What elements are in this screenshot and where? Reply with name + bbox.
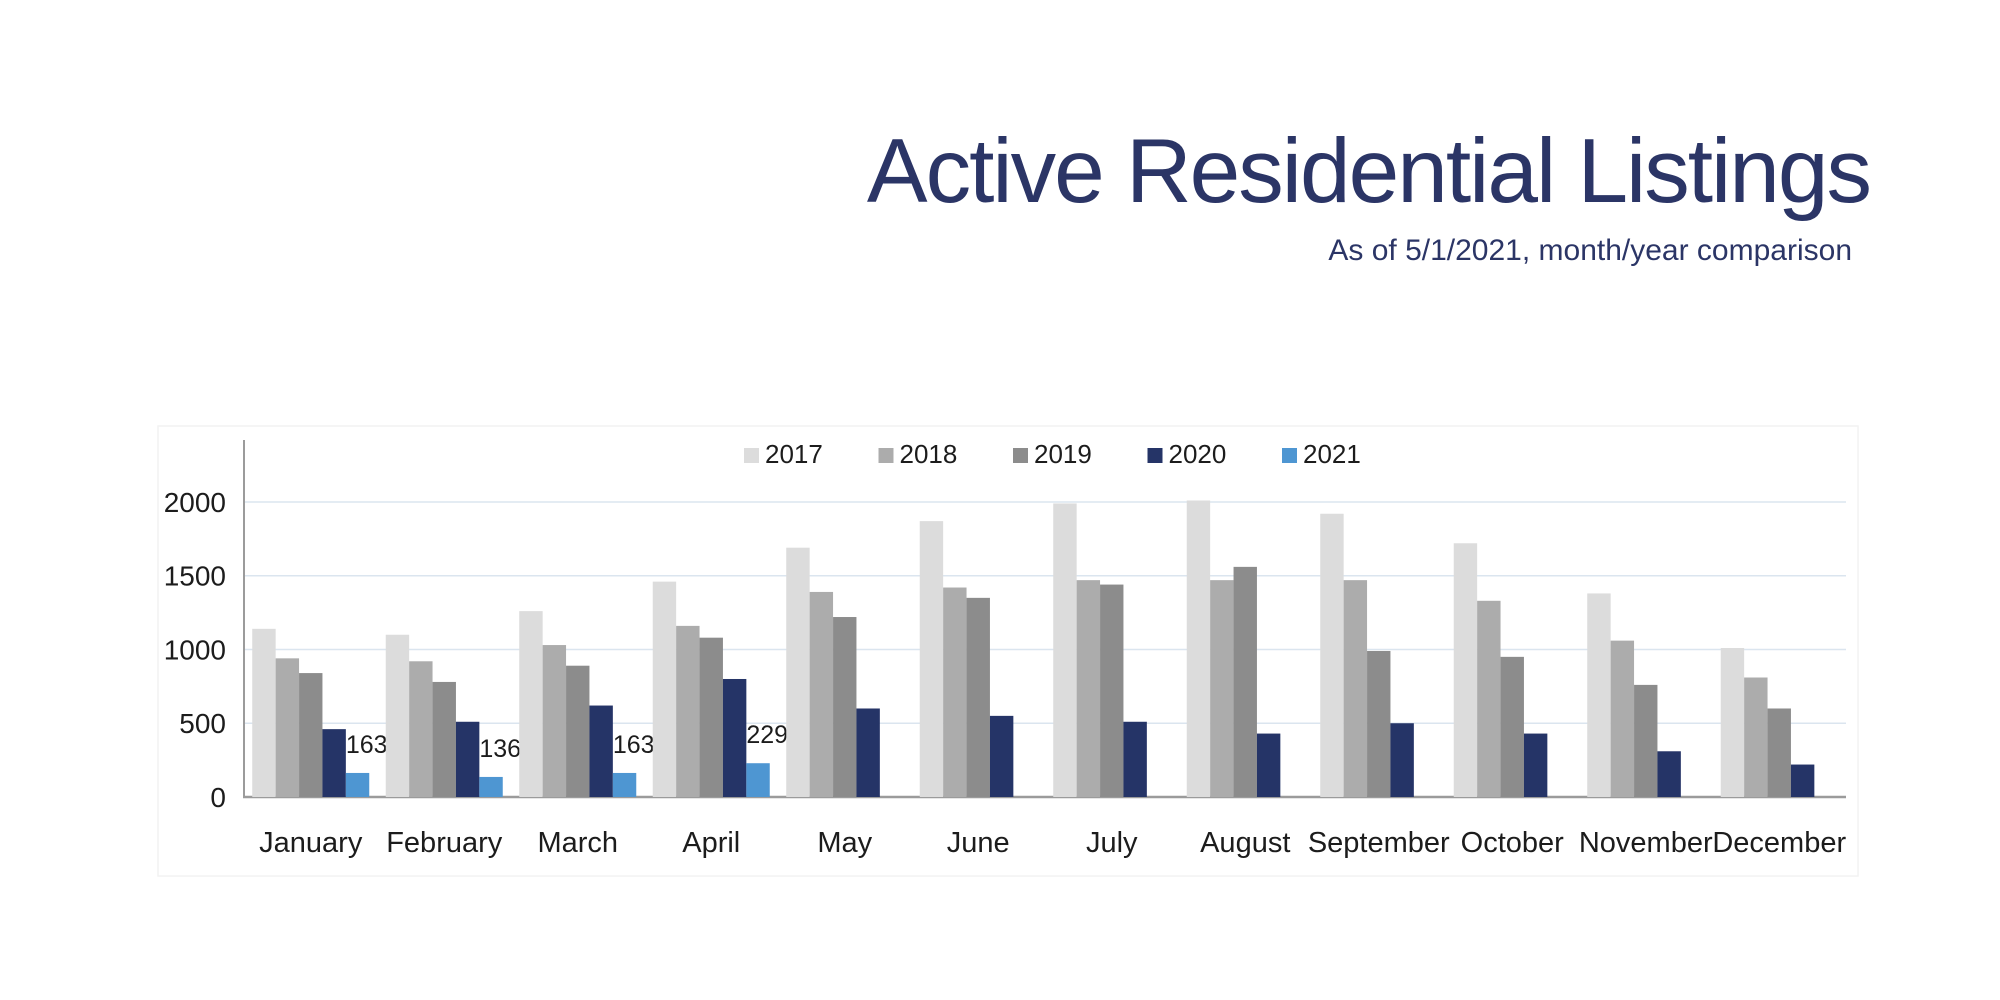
bar-december-2020 (1790, 764, 1815, 797)
bar-march-2020 (589, 705, 613, 797)
bar-july-2019 (1100, 584, 1124, 797)
legend-swatch-2020 (1147, 448, 1163, 463)
bar-june-2018 (943, 587, 967, 797)
bar-january-2019 (299, 673, 323, 797)
legend-label-2018: 2018 (900, 439, 958, 469)
bar-august-2017 (1186, 500, 1211, 797)
bar-november-2020 (1657, 751, 1681, 797)
legend-swatch-2019 (1013, 448, 1028, 463)
bar-july-2018 (1076, 580, 1101, 797)
bar-january-2021 (345, 772, 370, 797)
axis-label-may: May (817, 827, 872, 859)
bar-october-2017 (1453, 543, 1478, 797)
bar-september-2019 (1367, 650, 1391, 797)
bar-january-2018 (275, 658, 300, 797)
bar-april-2018 (676, 625, 700, 797)
legend-label-2020: 2020 (1169, 439, 1227, 469)
bar-september-2018 (1343, 580, 1368, 797)
axis-label-november: November (1579, 827, 1713, 859)
bar-august-2019 (1233, 566, 1257, 797)
axis-label-september: September (1308, 827, 1450, 859)
bar-april-2021 (746, 763, 770, 797)
bar-april-2020 (722, 678, 747, 797)
data-label-january-2021: 163 (346, 731, 388, 759)
axis-label-april: April (682, 827, 740, 859)
bar-february-2018 (409, 661, 433, 797)
page-title: Active Residential Listings (866, 121, 1872, 222)
y-tick-1000: 1000 (164, 634, 226, 665)
legend-swatch-2017 (744, 448, 759, 463)
bar-september-2017 (1320, 513, 1344, 797)
bar-march-2021 (612, 772, 637, 797)
axis-label-january: January (259, 827, 363, 859)
bar-august-2020 (1256, 733, 1281, 797)
legend-label-2019: 2019 (1034, 439, 1092, 469)
listings-chart: 0 500 1000 1500 2000 163 January 136 February 163… (120, 420, 1880, 890)
bar-january-2017 (252, 628, 276, 797)
axis-label-december: December (1712, 827, 1846, 859)
y-tick-2000: 2000 (164, 487, 226, 518)
bar-october-2019 (1500, 656, 1524, 797)
page-subtitle: As of 5/1/2021, month/year comparison (1328, 234, 1852, 267)
axis-label-october: October (1461, 827, 1564, 859)
bar-july-2020 (1123, 721, 1147, 797)
bar-december-2019 (1767, 708, 1791, 797)
bar-june-2020 (989, 715, 1014, 797)
axis-label-august: August (1200, 827, 1290, 859)
bar-december-2018 (1744, 677, 1768, 797)
y-tick-500: 500 (179, 708, 226, 739)
bar-february-2021 (479, 776, 503, 797)
bar-december-2017 (1720, 648, 1745, 797)
bar-march-2017 (519, 611, 543, 797)
bar-september-2020 (1390, 723, 1414, 797)
bar-october-2020 (1523, 733, 1548, 797)
bar-april-2019 (699, 637, 723, 797)
y-tick-0: 0 (210, 782, 226, 813)
data-label-february-2021: 136 (479, 735, 521, 763)
bar-march-2019 (566, 665, 590, 797)
bar-november-2017 (1587, 593, 1611, 797)
bar-april-2017 (652, 581, 677, 797)
bar-chart-svg: 0 500 1000 1500 2000 163 January 136 February 163… (157, 425, 1859, 877)
axis-label-february: February (386, 827, 503, 859)
bar-november-2018 (1610, 640, 1635, 797)
legend-label-2017: 2017 (765, 439, 823, 469)
bar-may-2017 (786, 547, 810, 797)
legend-label-2021: 2021 (1303, 439, 1361, 469)
bar-may-2018 (809, 591, 834, 797)
bar-june-2017 (919, 521, 944, 797)
axis-label-july: July (1086, 827, 1138, 859)
data-label-april-2021: 229 (746, 721, 788, 749)
bar-july-2017 (1053, 503, 1077, 797)
bar-november-2019 (1634, 684, 1658, 797)
bar-february-2019 (432, 681, 456, 797)
bar-june-2019 (966, 597, 990, 797)
axis-label-june: June (947, 827, 1010, 859)
bar-february-2017 (385, 634, 410, 797)
bar-may-2019 (833, 617, 857, 797)
bar-february-2020 (455, 721, 480, 797)
bar-march-2018 (542, 645, 567, 797)
legend-swatch-2018 (878, 448, 894, 463)
bar-january-2020 (322, 729, 346, 797)
bar-may-2020 (856, 708, 880, 797)
y-tick-1500: 1500 (164, 561, 226, 592)
legend-swatch-2021 (1282, 448, 1297, 463)
bar-october-2018 (1477, 600, 1501, 797)
chart-frame (157, 425, 1859, 877)
bar-august-2018 (1210, 580, 1234, 797)
data-label-march-2021: 163 (613, 731, 655, 759)
axis-label-march: March (537, 827, 618, 859)
